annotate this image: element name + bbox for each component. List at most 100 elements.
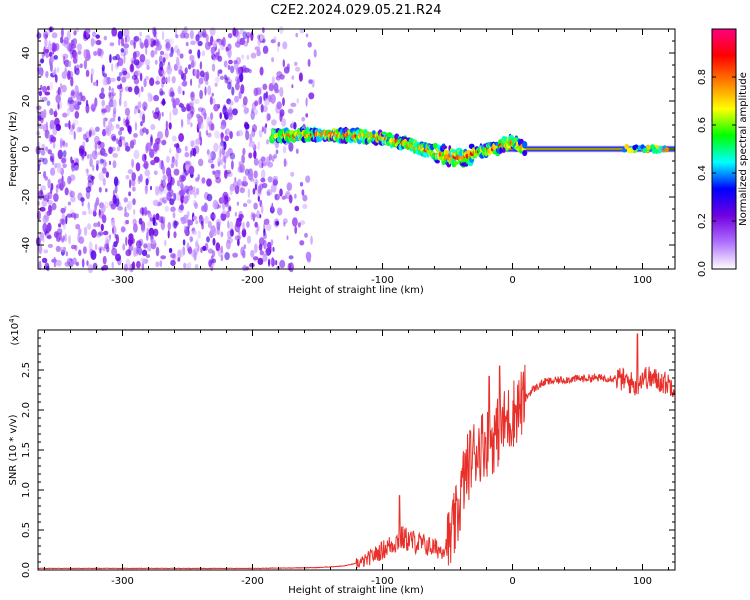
heatmap-noise-cell bbox=[92, 39, 97, 45]
heatmap-noise-cell bbox=[272, 246, 275, 252]
heatmap-noise-cell bbox=[237, 230, 241, 235]
colorbar-tick-label: 0.2 bbox=[697, 213, 708, 229]
heatmap-noise-cell bbox=[279, 109, 285, 117]
heatmap-ridge-cell bbox=[627, 147, 632, 153]
heatmap-noise-cell bbox=[288, 194, 293, 204]
heatmap-noise-cell bbox=[78, 228, 82, 236]
heatmap-noise-cell bbox=[282, 41, 288, 50]
heatmap-noise-cell bbox=[144, 153, 147, 161]
heatmap-noise-cell bbox=[73, 30, 77, 36]
heatmap-noise-cell bbox=[235, 66, 242, 76]
heatmap-noise-cell bbox=[273, 153, 277, 159]
heatmap-noise-cell bbox=[42, 222, 48, 233]
heatmap-noise-cell bbox=[305, 113, 309, 118]
heatmap-noise-cell bbox=[167, 221, 172, 231]
heatmap-noise-cell bbox=[271, 257, 275, 267]
heatmap-noise-cell bbox=[154, 185, 160, 196]
heatmap-noise-cell bbox=[267, 113, 271, 121]
heatmap-noise-cell bbox=[234, 235, 241, 241]
heatmap-noise-cell bbox=[268, 83, 274, 92]
heatmap-noise-cell bbox=[101, 64, 105, 72]
heatmap-noise-cell bbox=[44, 211, 50, 221]
heatmap-noise-cell bbox=[100, 159, 105, 164]
snr-xtick-label: -300 bbox=[111, 576, 134, 587]
heatmap-noise-cell bbox=[242, 203, 248, 207]
heatmap-noise-cell bbox=[245, 266, 250, 271]
heatmap-noise-cell bbox=[44, 91, 51, 96]
heatmap-noise-cell bbox=[227, 171, 233, 177]
heatmap-noise-cell bbox=[39, 96, 43, 102]
heatmap-noise-cell bbox=[299, 240, 305, 246]
heatmap-noise-cell bbox=[127, 200, 132, 211]
heatmap-noise-cell bbox=[54, 163, 58, 169]
heatmap-noise-cell bbox=[281, 195, 287, 200]
heatmap-noise-cell bbox=[250, 211, 254, 221]
heatmap-noise-cell bbox=[153, 142, 159, 152]
heatmap-noise-cell bbox=[213, 142, 219, 152]
heatmap-noise-cell bbox=[200, 220, 204, 226]
heatmap-noise-cell bbox=[298, 72, 303, 82]
heatmap-noise-cell bbox=[165, 77, 169, 83]
heatmap-noise-cell bbox=[193, 215, 197, 221]
heatmap-noise-cell bbox=[87, 53, 91, 60]
spectrogram-xtick-label: -200 bbox=[241, 275, 264, 286]
heatmap-noise-cell bbox=[216, 221, 221, 231]
heatmap-noise-cell bbox=[149, 148, 155, 158]
heatmap-noise-cell bbox=[104, 243, 109, 249]
heatmap-noise-cell bbox=[104, 161, 108, 167]
heatmap-noise-cell bbox=[137, 246, 143, 256]
heatmap-noise-cell bbox=[195, 34, 200, 42]
heatmap-noise-cell bbox=[207, 151, 213, 160]
heatmap-noise-cell bbox=[62, 163, 67, 169]
heatmap-noise-cell bbox=[256, 188, 262, 197]
heatmap-noise-cell bbox=[259, 250, 264, 256]
heatmap-noise-cell bbox=[69, 99, 75, 104]
heatmap-noise-cell bbox=[262, 105, 268, 113]
heatmap-noise-cell bbox=[245, 32, 251, 38]
heatmap-noise-cell bbox=[157, 185, 164, 195]
heatmap-noise-cell bbox=[253, 243, 258, 254]
heatmap-noise-cell bbox=[185, 41, 189, 47]
heatmap-noise-cell bbox=[71, 244, 76, 250]
snr-ytick-label: 2.5 bbox=[21, 362, 32, 378]
heatmap-noise-cell bbox=[110, 77, 116, 82]
heatmap-noise-cell bbox=[218, 40, 222, 46]
heatmap-noise-cell bbox=[155, 137, 161, 145]
heatmap-noise-cell bbox=[105, 171, 110, 178]
heatmap-noise-cell bbox=[108, 146, 114, 155]
heatmap-noise-cell bbox=[61, 218, 66, 226]
heatmap-noise-cell bbox=[103, 35, 108, 41]
heatmap-noise-cell bbox=[141, 207, 144, 217]
heatmap-noise-cell bbox=[239, 37, 245, 46]
heatmap-noise-cell bbox=[194, 263, 199, 270]
heatmap-noise-cell bbox=[81, 201, 84, 207]
heatmap-noise-cell bbox=[115, 123, 120, 129]
heatmap-noise-cell bbox=[87, 154, 90, 160]
heatmap-noise-cell bbox=[131, 75, 138, 80]
heatmap-noise-cell bbox=[85, 137, 89, 143]
heatmap-noise-cell bbox=[162, 165, 166, 175]
heatmap-noise-cell bbox=[186, 112, 193, 120]
heatmap-noise-cell bbox=[212, 237, 216, 246]
heatmap-noise-cell bbox=[305, 175, 311, 183]
heatmap-noise-cell bbox=[210, 123, 215, 131]
heatmap-noise-cell bbox=[184, 228, 189, 235]
heatmap-noise-cell bbox=[199, 70, 205, 78]
heatmap-noise-cell bbox=[139, 37, 142, 48]
heatmap-noise-cell bbox=[196, 238, 199, 247]
heatmap-noise-cell bbox=[73, 130, 76, 140]
heatmap-noise-cell bbox=[178, 69, 183, 75]
heatmap-noise-cell bbox=[295, 66, 301, 72]
heatmap-noise-cell bbox=[130, 63, 134, 71]
heatmap-noise-cell bbox=[273, 36, 277, 43]
heatmap-noise-cell bbox=[217, 157, 221, 166]
heatmap-noise-cell bbox=[159, 260, 163, 268]
heatmap-noise-cell bbox=[207, 220, 212, 229]
heatmap-noise-cell bbox=[229, 228, 234, 237]
heatmap-noise-cell bbox=[260, 156, 266, 162]
heatmap-noise-cell bbox=[176, 48, 181, 56]
heatmap-noise-cell bbox=[114, 184, 118, 194]
heatmap-noise-cell bbox=[118, 97, 122, 107]
heatmap-noise-cell bbox=[228, 59, 233, 65]
heatmap-noise-cell bbox=[159, 90, 165, 96]
